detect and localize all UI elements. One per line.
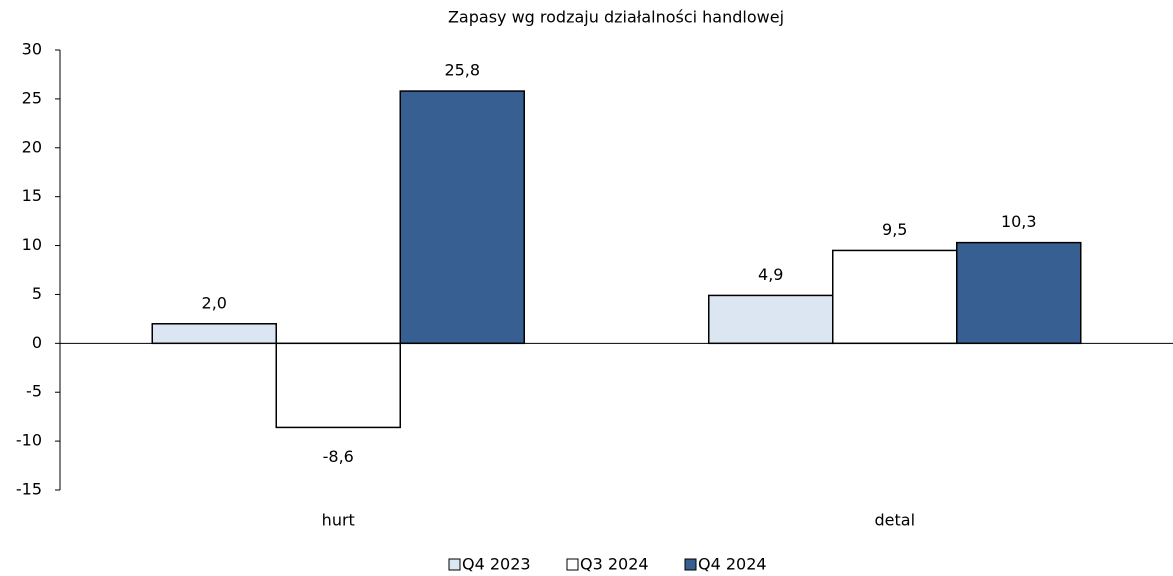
- bar: [399, 90, 525, 345]
- y-tick-label: 15: [22, 186, 42, 205]
- legend-swatch: [684, 558, 697, 571]
- bar: [956, 241, 1082, 345]
- legend-label: Q3 2024: [580, 555, 649, 574]
- data-label: -8,6: [323, 447, 354, 466]
- data-label: 25,8: [444, 61, 480, 80]
- bar: [708, 294, 834, 345]
- y-tick-label: 25: [22, 88, 42, 107]
- x-tick-label: detal: [874, 511, 915, 530]
- chart-title: Zapasy wg rodzaju działalności handlowej: [448, 8, 784, 27]
- data-label: 2,0: [202, 293, 227, 312]
- legend-swatch: [566, 558, 579, 571]
- y-tick-label: 10: [22, 235, 42, 254]
- y-tick-label: 0: [32, 333, 42, 352]
- legend-label: Q4 2024: [698, 555, 767, 574]
- y-tick-label: -5: [26, 382, 42, 401]
- y-tick-label: -10: [16, 431, 42, 450]
- y-tick-label: 30: [22, 40, 42, 59]
- legend-label: Q4 2023: [462, 555, 531, 574]
- data-label: 10,3: [1001, 212, 1037, 231]
- y-tick-label: 20: [22, 137, 42, 156]
- bar: [832, 249, 958, 345]
- y-tick-label: 5: [32, 284, 42, 303]
- data-label: 4,9: [758, 265, 783, 284]
- bar: [275, 342, 401, 429]
- bar: [151, 323, 277, 345]
- y-tick-label: -15: [16, 480, 42, 499]
- legend-swatch: [448, 558, 461, 571]
- x-tick-label: hurt: [322, 511, 355, 530]
- data-label: 9,5: [882, 220, 907, 239]
